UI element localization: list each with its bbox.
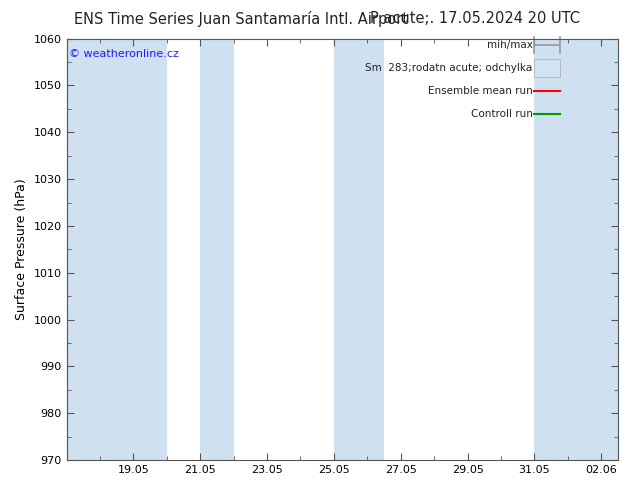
Text: © weatheronline.cz: © weatheronline.cz	[69, 49, 179, 59]
Text: Sm  283;rodatn acute; odchylka: Sm 283;rodatn acute; odchylka	[365, 63, 533, 73]
Text: P acute;. 17.05.2024 20 UTC: P acute;. 17.05.2024 20 UTC	[370, 11, 581, 26]
Text: ENS Time Series Juan Santamaría Intl. Airport: ENS Time Series Juan Santamaría Intl. Ai…	[74, 11, 408, 27]
Bar	[67, 39, 167, 460]
Bar	[200, 39, 234, 460]
Bar	[534, 59, 560, 77]
Y-axis label: Surface Pressure (hPa): Surface Pressure (hPa)	[15, 178, 28, 320]
Text: Controll run: Controll run	[470, 109, 533, 120]
Bar	[334, 39, 384, 460]
Text: Ensemble mean run: Ensemble mean run	[428, 86, 533, 97]
Text: min/max: min/max	[487, 40, 533, 50]
Bar	[534, 39, 618, 460]
